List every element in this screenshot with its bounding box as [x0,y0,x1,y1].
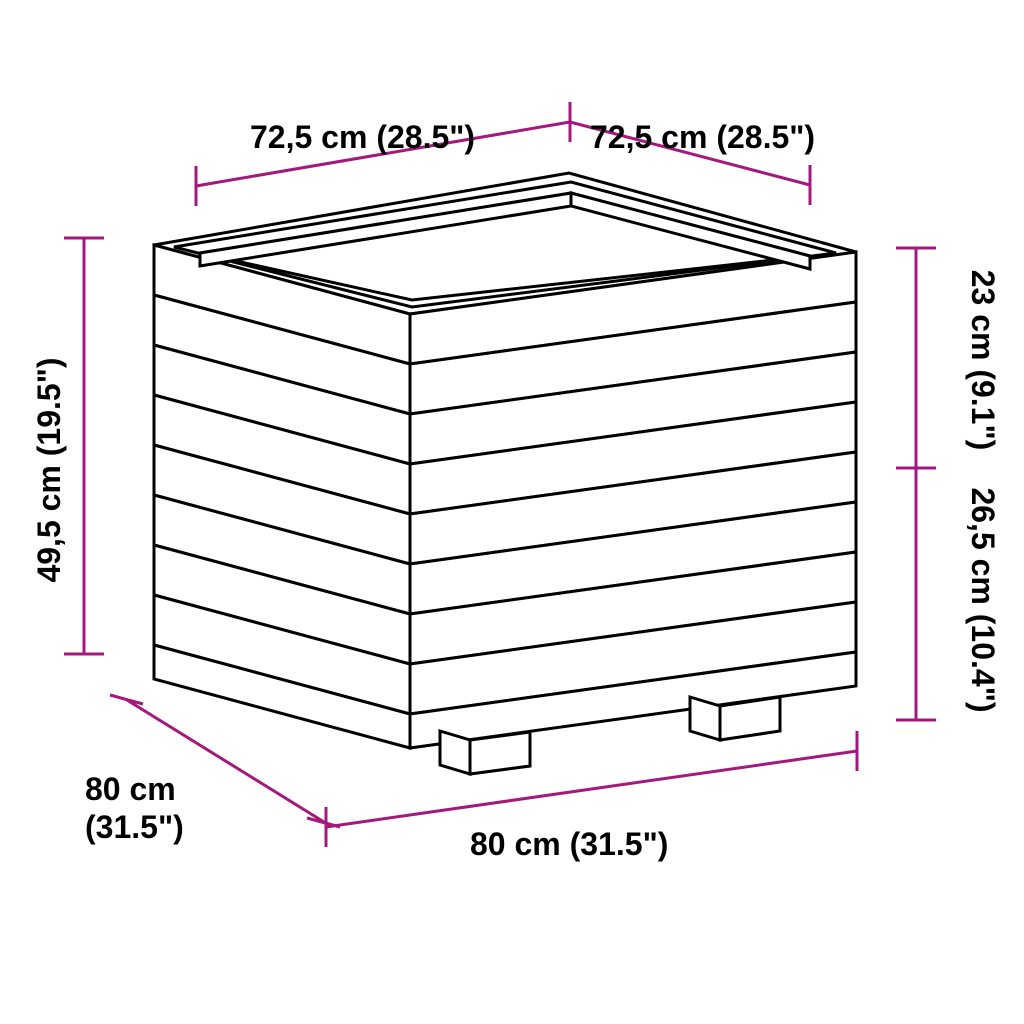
svg-text:80 cm (31.5"): 80 cm (31.5") [470,826,668,862]
dim-right-lower: 26,5 cm (10.4") [896,468,1001,720]
front-face [410,252,856,748]
technical-drawing: 72,5 cm (28.5") 72,5 cm (28.5") 49,5 cm … [0,0,1024,1024]
dim-left: 49,5 cm (19.5") [31,238,104,654]
svg-text:23 cm (9.1"): 23 cm (9.1") [965,270,1001,451]
svg-text:72,5 cm (28.5"): 72,5 cm (28.5") [590,119,815,155]
dim-bottom-right: 80 cm (31.5") [326,731,857,862]
svg-text:49,5 cm (19.5"): 49,5 cm (19.5") [31,357,67,582]
planter-box [154,173,856,774]
svg-text:72,5 cm (28.5"): 72,5 cm (28.5") [250,119,475,155]
svg-text:80 cm(31.5"): 80 cm(31.5") [85,771,184,845]
svg-text:26,5 cm (10.4"): 26,5 cm (10.4") [965,487,1001,712]
dim-bl-line1: 80 cm [85,771,176,807]
dim-right-upper: 23 cm (9.1") [896,248,1001,468]
left-face [154,245,410,748]
